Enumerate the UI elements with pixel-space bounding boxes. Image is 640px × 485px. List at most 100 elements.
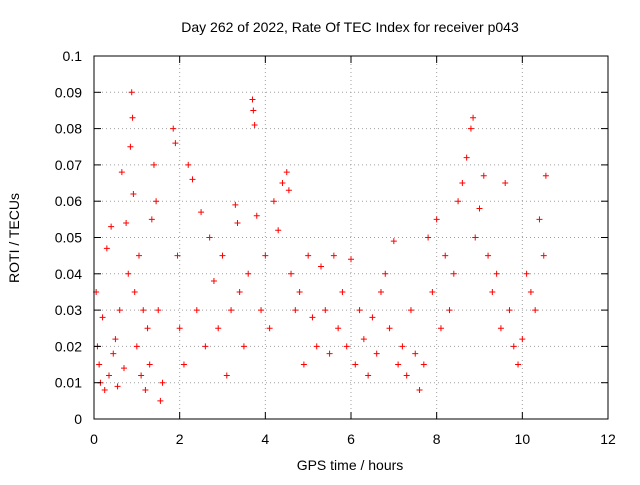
data-point bbox=[470, 114, 477, 121]
data-point bbox=[108, 223, 115, 230]
data-point bbox=[532, 307, 539, 314]
data-point bbox=[536, 216, 543, 223]
data-point bbox=[365, 372, 372, 379]
data-point bbox=[330, 252, 337, 259]
data-point bbox=[101, 386, 108, 393]
data-point bbox=[234, 219, 241, 226]
data-point bbox=[472, 234, 479, 241]
x-tick-label: 4 bbox=[261, 431, 269, 447]
data-point bbox=[123, 219, 130, 226]
data-point bbox=[305, 252, 312, 259]
data-point bbox=[455, 198, 462, 205]
data-point bbox=[127, 143, 134, 150]
data-point bbox=[129, 114, 136, 121]
data-point bbox=[467, 125, 474, 132]
data-point bbox=[253, 212, 260, 219]
data-point bbox=[159, 379, 166, 386]
data-point bbox=[386, 325, 393, 332]
x-tick-label: 8 bbox=[433, 431, 441, 447]
x-tick-label: 6 bbox=[347, 431, 355, 447]
data-point bbox=[120, 365, 127, 372]
data-point bbox=[335, 325, 342, 332]
data-point bbox=[170, 125, 177, 132]
data-point bbox=[429, 288, 436, 295]
data-point bbox=[249, 96, 256, 103]
data-point bbox=[493, 270, 500, 277]
data-point bbox=[219, 252, 226, 259]
data-point bbox=[250, 107, 257, 114]
y-axis-label: ROTI / TECUs bbox=[6, 193, 22, 283]
chart-title: Day 262 of 2022, Rate Of TEC Index for r… bbox=[181, 19, 519, 35]
data-point bbox=[131, 288, 138, 295]
data-point bbox=[403, 372, 410, 379]
data-point bbox=[153, 198, 160, 205]
data-point bbox=[296, 288, 303, 295]
data-point bbox=[96, 361, 103, 368]
data-point bbox=[542, 172, 549, 179]
data-point bbox=[382, 270, 389, 277]
data-point bbox=[450, 270, 457, 277]
data-point bbox=[523, 270, 530, 277]
data-point bbox=[270, 198, 277, 205]
data-point bbox=[288, 270, 295, 277]
data-point bbox=[215, 325, 222, 332]
data-point bbox=[155, 307, 162, 314]
data-point bbox=[176, 325, 183, 332]
data-point bbox=[283, 169, 290, 176]
data-point bbox=[433, 216, 440, 223]
data-point bbox=[105, 372, 112, 379]
x-tick-label: 0 bbox=[90, 431, 98, 447]
data-point bbox=[148, 216, 155, 223]
y-tick-label: 0 bbox=[74, 411, 82, 427]
y-tick-label: 0.08 bbox=[55, 121, 82, 137]
data-point bbox=[446, 307, 453, 314]
data-point bbox=[110, 350, 117, 357]
grid-lines bbox=[94, 56, 608, 419]
data-point bbox=[232, 201, 239, 208]
data-point bbox=[412, 350, 419, 357]
x-axis-label: GPS time / hours bbox=[297, 457, 404, 473]
data-point bbox=[112, 336, 119, 343]
data-point bbox=[140, 307, 147, 314]
data-point bbox=[395, 361, 402, 368]
data-point bbox=[390, 238, 397, 245]
data-point bbox=[99, 314, 106, 321]
data-point bbox=[185, 161, 192, 168]
y-tick-label: 0.09 bbox=[55, 84, 82, 100]
data-point bbox=[133, 343, 140, 350]
data-point bbox=[527, 288, 534, 295]
x-axis-tick-labels: 0 2 4 6 8 10 12 bbox=[90, 431, 616, 447]
data-point bbox=[515, 361, 522, 368]
data-point bbox=[416, 386, 423, 393]
data-point bbox=[442, 252, 449, 259]
data-point bbox=[322, 307, 329, 314]
data-point bbox=[339, 288, 346, 295]
data-point bbox=[437, 325, 444, 332]
data-point bbox=[157, 397, 164, 404]
data-point bbox=[198, 209, 205, 216]
y-axis-tick-labels: 0 0.01 0.02 0.03 0.04 0.05 0.06 0.07 0.08 0.09 0.1 bbox=[55, 48, 82, 427]
data-point bbox=[128, 89, 135, 96]
x-tick-label: 12 bbox=[600, 431, 616, 447]
data-point bbox=[146, 361, 153, 368]
data-point bbox=[463, 154, 470, 161]
data-point bbox=[138, 372, 145, 379]
data-point bbox=[262, 252, 269, 259]
data-point bbox=[202, 343, 209, 350]
y-tick-label: 0.02 bbox=[55, 338, 82, 354]
y-tick-label: 0.03 bbox=[55, 302, 82, 318]
data-point bbox=[343, 343, 350, 350]
data-point bbox=[236, 288, 243, 295]
data-point bbox=[223, 372, 230, 379]
data-point bbox=[130, 190, 137, 197]
data-point bbox=[510, 343, 517, 350]
data-point bbox=[228, 307, 235, 314]
data-point bbox=[116, 307, 123, 314]
data-point bbox=[420, 361, 427, 368]
data-point bbox=[519, 336, 526, 343]
data-point bbox=[352, 361, 359, 368]
data-point bbox=[103, 245, 110, 252]
data-point bbox=[309, 314, 316, 321]
